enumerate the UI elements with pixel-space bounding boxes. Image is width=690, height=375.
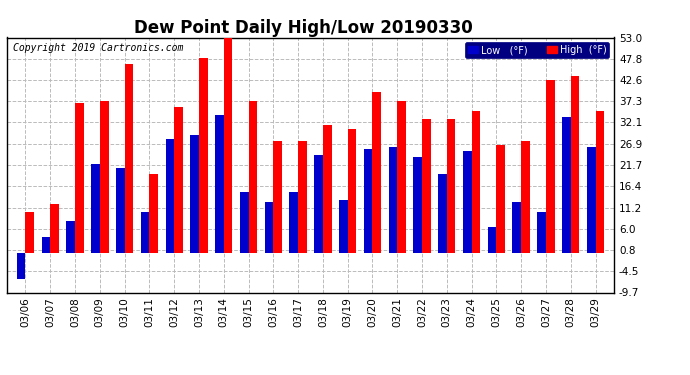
Bar [463,152,471,253]
Bar [488,226,496,253]
Bar [546,80,555,253]
Bar [471,111,480,253]
Bar [513,202,521,253]
Bar [348,129,356,253]
Bar [26,212,34,253]
Bar [562,117,571,253]
Bar [150,174,158,253]
Bar [339,200,348,253]
Bar [314,156,323,253]
Bar [174,106,183,253]
Bar [289,192,298,253]
Bar [438,174,447,253]
Bar [190,135,199,253]
Bar [323,125,332,253]
Bar [298,141,307,253]
Bar [199,58,208,253]
Bar [571,76,580,253]
Text: Dew Point Daily High/Low 20190330: Dew Point Daily High/Low 20190330 [135,19,473,37]
Bar [248,100,257,253]
Bar [388,147,397,253]
Bar [447,119,455,253]
Bar [413,158,422,253]
Bar [91,164,100,253]
Bar [273,141,282,253]
Bar [141,212,150,253]
Bar [100,100,108,253]
Bar [17,253,26,279]
Bar [224,38,233,253]
Bar [215,115,224,253]
Bar [586,147,595,253]
Bar [166,139,174,253]
Text: Copyright 2019 Cartronics.com: Copyright 2019 Cartronics.com [13,43,184,52]
Bar [364,149,373,253]
Bar [521,141,530,253]
Bar [538,212,546,253]
Legend: Low   (°F), High  (°F): Low (°F), High (°F) [465,42,609,58]
Bar [50,204,59,253]
Bar [595,111,604,253]
Bar [125,64,133,253]
Bar [265,202,273,253]
Bar [41,237,50,253]
Bar [397,100,406,253]
Bar [422,119,431,253]
Bar [75,103,83,253]
Bar [66,220,75,253]
Bar [240,192,248,253]
Bar [373,92,381,253]
Bar [116,168,125,253]
Bar [496,145,505,253]
